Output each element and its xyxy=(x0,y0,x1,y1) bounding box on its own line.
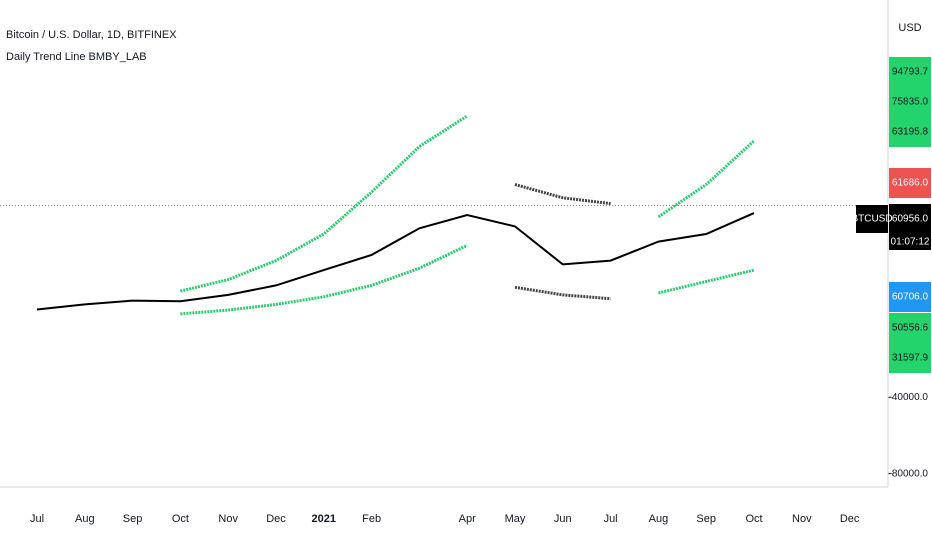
trend-line xyxy=(180,244,755,316)
countdown: 01:07:12 xyxy=(891,237,930,248)
x-tick-label: Nov xyxy=(218,513,238,525)
countdown-badge xyxy=(889,234,931,250)
price-badge xyxy=(889,282,931,312)
x-tick-label: Dec xyxy=(840,513,860,525)
price-badge xyxy=(889,313,931,343)
price-badge-label: 60956.0 xyxy=(892,214,929,225)
x-tick-label: 2021 xyxy=(312,513,336,525)
y-tick-label: -40000.0 xyxy=(889,392,929,403)
x-tick-label: Aug xyxy=(649,513,669,525)
price-badge xyxy=(889,87,931,117)
trend-line xyxy=(514,183,611,206)
x-tick-label: Jul xyxy=(604,513,618,525)
x-tick-label: Feb xyxy=(362,513,381,525)
x-tick-label: Nov xyxy=(792,513,812,525)
x-tick-label: Jul xyxy=(30,513,44,525)
price-badge xyxy=(889,117,931,147)
indicator-name: Daily Trend Line BMBY_LAB xyxy=(6,51,147,63)
x-tick-label: Jun xyxy=(554,513,572,525)
price-badge-label: 94793.7 xyxy=(892,67,929,78)
trend-line xyxy=(514,285,611,301)
price-badge xyxy=(889,168,931,198)
x-tick-label: Aug xyxy=(75,513,95,525)
x-tick-label: Sep xyxy=(696,513,716,525)
x-tick-label: Dec xyxy=(266,513,286,525)
price-badge-label: 31597.9 xyxy=(892,353,929,364)
trend-line xyxy=(180,114,756,293)
price-badge-label: 50556.6 xyxy=(892,323,929,334)
price-badge-label: 60706.0 xyxy=(892,292,929,303)
price-badge xyxy=(889,204,931,234)
price-badge xyxy=(889,343,931,373)
symbol-badge xyxy=(856,205,888,233)
x-tick-label: Oct xyxy=(745,513,762,525)
price-badge-label: 75835.0 xyxy=(892,97,929,108)
chart-title: Bitcoin / U.S. Dollar, 1D, BITFINEX xyxy=(6,29,177,41)
x-tick-label: May xyxy=(505,513,526,525)
price-badge xyxy=(889,57,931,87)
price-badge-label: 63195.8 xyxy=(892,127,929,138)
x-tick-label: Sep xyxy=(123,513,143,525)
y-tick-label: -80000.0 xyxy=(889,468,929,479)
x-tick-label: Apr xyxy=(459,513,476,525)
symbol: BTCUSD xyxy=(851,214,892,225)
currency: USD xyxy=(898,22,921,34)
price-badge-label: 61686.0 xyxy=(892,178,929,189)
x-tick-label: Oct xyxy=(172,513,189,525)
price-line xyxy=(36,212,755,311)
